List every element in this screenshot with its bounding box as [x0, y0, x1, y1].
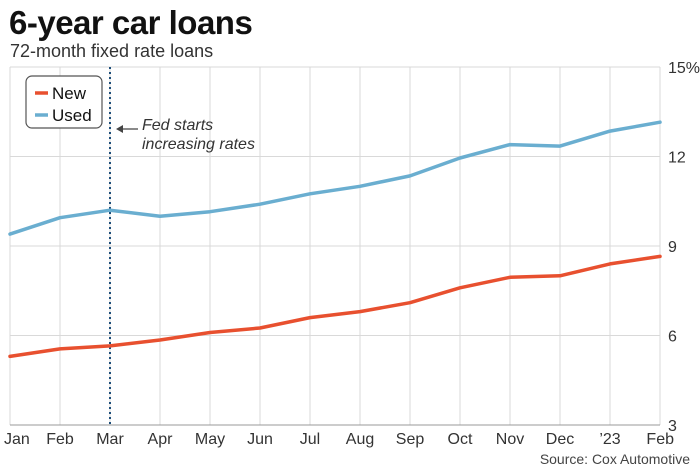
series-line-used — [8, 120, 662, 236]
x-tick-label: ’23 — [599, 431, 620, 448]
x-tick-label: Oct — [448, 431, 473, 448]
series-lines — [8, 120, 662, 359]
source-note: Source: Cox Automotive — [539, 451, 690, 467]
y-tick-label: 3 — [668, 418, 677, 435]
x-tick-label: Sep — [396, 431, 425, 448]
x-tick-label: Feb — [46, 431, 74, 448]
y-tick-label: 15% — [668, 60, 700, 77]
y-tick-label: 6 — [668, 329, 677, 346]
fed-annotation: Fed starts increasing rates — [116, 117, 255, 153]
x-tick-label: Jun — [247, 431, 273, 448]
annotation-line-1: Fed starts — [142, 117, 213, 134]
chart-title: 6-year car loans — [9, 4, 253, 41]
annotation-line-2: increasing rates — [142, 136, 255, 153]
x-tick-label: May — [195, 431, 225, 448]
legend-label-used: Used — [52, 106, 92, 125]
x-axis-ticks: Jan Feb Mar Apr May Jun Jul Aug Sep Oct Nov Dec ’23 F… — [4, 431, 674, 448]
legend-label-new: New — [52, 84, 87, 103]
annotation-arrowhead — [116, 125, 123, 133]
y-axis-ticks: 3 6 9 12 15% — [668, 60, 700, 435]
chart-subtitle: 72-month fixed rate loans — [10, 41, 214, 61]
x-tick-label: Apr — [148, 431, 174, 448]
x-tick-label: Aug — [346, 431, 374, 448]
x-tick-label: Jan — [4, 431, 30, 448]
grid-lines — [9, 66, 661, 426]
x-tick-label: Nov — [496, 431, 524, 448]
x-tick-label: Mar — [96, 431, 124, 448]
y-tick-label: 12 — [668, 150, 686, 167]
y-tick-label: 9 — [668, 239, 677, 256]
legend: New Used — [25, 75, 103, 129]
series-line-new — [8, 254, 662, 359]
x-tick-label: Feb — [646, 431, 674, 448]
x-tick-label: Jul — [300, 431, 320, 448]
x-tick-label: Dec — [546, 431, 574, 448]
